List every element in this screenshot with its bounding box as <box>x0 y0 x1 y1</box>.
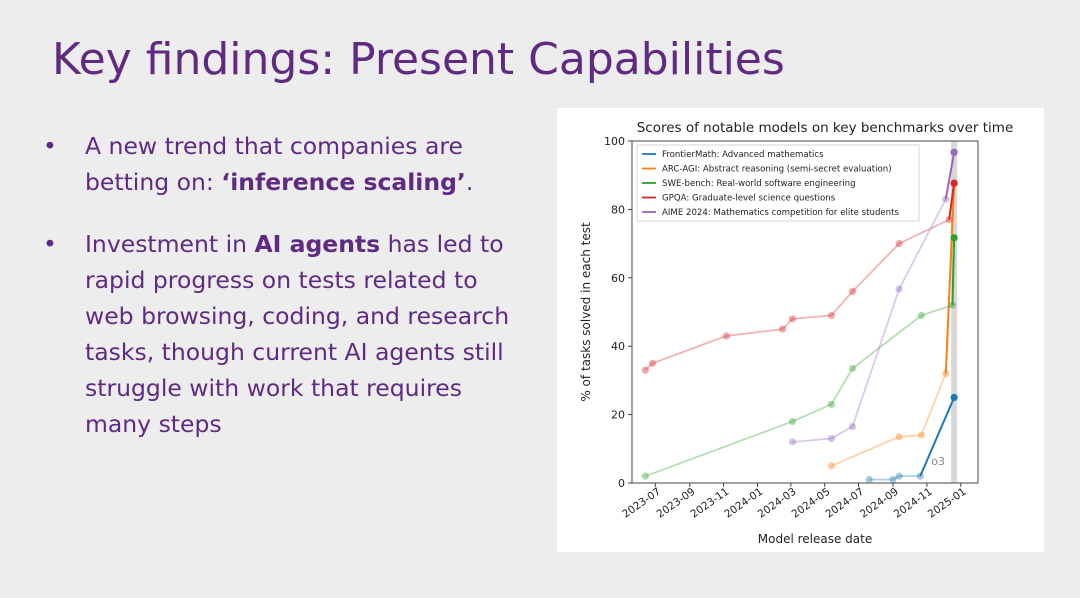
x-tick-label: 2023-07 <box>620 486 663 521</box>
data-point <box>895 472 903 480</box>
data-point <box>917 311 925 320</box>
x-tick-label: 2025-01 <box>926 486 969 521</box>
x-tick-label: 2024-07 <box>823 486 866 521</box>
data-point <box>950 179 958 187</box>
y-tick-label: 80 <box>611 203 625 216</box>
legend-label: SWE-bench: Real-world software engineeri… <box>662 179 856 189</box>
data-point <box>895 433 903 441</box>
data-point <box>722 332 731 340</box>
data-point <box>827 311 835 320</box>
data-point <box>848 422 857 431</box>
bullet-item: • A new trend that companies are betting… <box>40 128 520 200</box>
legend-label: GPQA: Graduate-level science questions <box>662 194 836 204</box>
data-point <box>827 400 835 408</box>
data-point <box>827 462 835 470</box>
data-point <box>788 438 797 446</box>
series-line-faded <box>792 198 947 443</box>
data-point <box>895 285 903 293</box>
data-point <box>848 287 857 296</box>
series-line-latest <box>944 183 956 374</box>
bullet-list: • A new trend that companies are betting… <box>40 128 520 442</box>
o3-annotation: o3 <box>931 455 945 468</box>
y-tick-label: 100 <box>604 135 625 148</box>
data-point <box>942 369 950 378</box>
legend-label: ARC-AGI: Abstract reasoning (semi-secret… <box>662 165 892 175</box>
data-point <box>895 240 903 248</box>
plot-frame <box>631 140 979 484</box>
benchmark-chart: Scores of notable models on key benchmar… <box>579 120 1014 546</box>
y-tick-label: 0 <box>618 477 625 490</box>
data-point <box>945 216 953 224</box>
x-axis-label: Model release date <box>758 532 872 546</box>
data-point <box>848 364 857 373</box>
bullet-text: A new trend that companies are betting o… <box>85 132 463 196</box>
legend-box <box>636 144 920 222</box>
y-tick-label: 60 <box>611 272 625 285</box>
series-line-faded <box>644 218 950 371</box>
chart-panel: Scores of notable models on key benchmar… <box>557 108 1044 552</box>
data-point <box>950 234 958 242</box>
bullet-text: has led to rapid progress on tests relat… <box>85 230 510 438</box>
bullet-item: • Investment in AI agents has led to rap… <box>40 226 520 442</box>
data-point <box>641 472 649 480</box>
data-point <box>865 475 873 484</box>
data-point <box>788 417 797 426</box>
bullet-text: Investment in <box>85 230 255 258</box>
o3-highlight-band <box>951 141 958 483</box>
data-point <box>917 431 925 439</box>
y-tick-label: 20 <box>611 409 625 422</box>
series-line-faded <box>645 304 953 478</box>
data-point <box>916 472 924 480</box>
bullet-marker: • <box>43 132 57 160</box>
data-point <box>648 359 657 367</box>
data-point <box>948 301 957 309</box>
series-line-latest <box>951 237 956 306</box>
data-point <box>889 475 897 484</box>
series-line-latest <box>948 182 956 220</box>
legend-label: AIME 2024: Mathematics competition for e… <box>662 208 899 218</box>
data-point <box>788 315 797 323</box>
bullet-marker: • <box>43 230 57 258</box>
chart-title: Scores of notable models on key benchmar… <box>637 120 1014 136</box>
data-point <box>950 393 958 402</box>
series-line-faded <box>869 475 921 481</box>
slide-title: Key findings: Present Capabilities <box>52 34 785 85</box>
legend-label: FrontierMath: Advanced mathematics <box>662 150 824 160</box>
bullet-emphasis: AI agents <box>254 230 381 258</box>
series-line-faded <box>831 373 947 467</box>
y-tick-label: 40 <box>611 340 625 353</box>
data-point <box>641 366 649 374</box>
y-axis-label: % of tasks solved in each test <box>579 222 593 402</box>
data-point <box>827 434 835 443</box>
data-point <box>778 325 787 333</box>
bullet-text: . <box>465 168 474 196</box>
series-line-latest <box>944 152 956 200</box>
series-line-latest <box>919 397 956 477</box>
data-point <box>950 148 958 156</box>
data-point <box>942 195 950 203</box>
bullet-emphasis: ‘inference scaling’ <box>221 168 466 196</box>
